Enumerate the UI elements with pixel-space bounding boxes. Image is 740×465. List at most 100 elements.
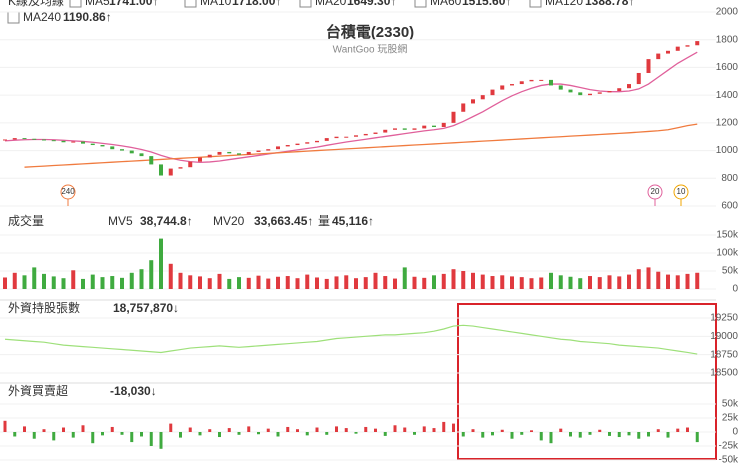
volume-bar [266, 278, 271, 289]
volume-title: 成交量 [8, 213, 44, 228]
candle [393, 128, 397, 130]
y-tick-label: 18750 [710, 349, 738, 360]
candle [120, 149, 124, 151]
y-tick-label: -25k [719, 441, 739, 452]
candle [558, 85, 563, 90]
volume-bar [139, 269, 144, 289]
volume-bar [461, 271, 466, 289]
y-tick-label: 1800 [716, 34, 739, 45]
candle [432, 125, 436, 128]
marker-label: 240 [61, 187, 75, 196]
candle [461, 103, 466, 112]
y-tick-label: 19000 [710, 331, 738, 342]
volume-legend-name: MV5 [108, 214, 133, 228]
volume-bar [315, 277, 319, 289]
candle [315, 140, 319, 143]
volume-bar [578, 278, 583, 289]
volume-bar [500, 275, 505, 289]
candle [617, 88, 622, 91]
ma-line [4, 51, 698, 164]
candle [412, 128, 417, 130]
legend-value: 1718.00↑ [232, 0, 281, 8]
candle [149, 156, 154, 165]
legend-name: MA20 [315, 0, 347, 8]
netbuy-bar [627, 432, 631, 436]
volume-bar [246, 277, 251, 289]
candle [188, 161, 193, 168]
volume-bar [519, 277, 524, 289]
y-tick-label: 18500 [710, 368, 738, 379]
y-tick-label: 50k [722, 266, 739, 277]
volume-bar [334, 276, 339, 289]
netbuy-bar [286, 426, 290, 432]
checkbox[interactable] [69, 0, 82, 8]
volume-bar [178, 272, 183, 289]
candle [168, 168, 173, 176]
netbuy-bar [354, 432, 358, 434]
netbuy-bar [578, 432, 582, 438]
volume-bar [529, 278, 534, 289]
candle [22, 138, 27, 140]
legend-value: 1515.60↑ [462, 0, 511, 8]
volume-bar [168, 263, 173, 289]
volume-bar [51, 276, 56, 289]
netbuy-bar [539, 432, 543, 441]
candle [3, 139, 7, 141]
candle [500, 85, 505, 90]
volume-bar [237, 277, 241, 289]
netbuy-bar [413, 432, 416, 435]
candle [510, 84, 514, 86]
candle [334, 136, 339, 139]
marker [60, 184, 76, 200]
marker [647, 184, 663, 200]
volume-bar [412, 276, 417, 289]
volume-bar [276, 276, 280, 289]
netbuy-bar [325, 432, 329, 435]
netbuy-latest: -18,030↓ [110, 384, 157, 398]
legend-value: 1741.00↑ [109, 0, 158, 8]
checkbox[interactable] [299, 0, 312, 8]
checkbox[interactable] [184, 0, 197, 8]
candle [675, 46, 680, 51]
volume-bar [432, 275, 436, 289]
y-tick-label: 1400 [716, 90, 739, 101]
netbuy-bar [452, 423, 455, 432]
candle [42, 139, 46, 141]
checkbox[interactable] [414, 0, 427, 8]
candle [480, 95, 485, 100]
netbuy-bar [198, 432, 202, 436]
candle [354, 135, 358, 137]
netbuy-bar [257, 432, 260, 435]
netbuy-bar [461, 432, 465, 437]
volume-bar [110, 276, 115, 289]
volume-bar [256, 275, 261, 289]
volume-bar [71, 270, 76, 289]
candle [12, 138, 17, 140]
netbuy-bar [471, 429, 475, 432]
checkbox[interactable] [7, 11, 20, 24]
netbuy-bar [120, 432, 124, 435]
volume-legend-value: 38,744.8↑ [140, 214, 193, 228]
netbuy-bar [91, 432, 95, 444]
volume-bar [22, 275, 27, 289]
netbuy-bar [101, 432, 104, 436]
netbuy-bar [617, 432, 621, 438]
legend-value: 1388.78↑ [585, 0, 634, 8]
volume-bar [188, 275, 193, 289]
netbuy-bar [344, 428, 348, 432]
candle [597, 92, 602, 94]
candle [529, 79, 534, 82]
checkbox[interactable] [529, 0, 542, 8]
marker [673, 184, 689, 200]
volume-legend-name: 量 [318, 214, 330, 228]
volume-bar [636, 269, 641, 289]
y-tick-label: 150k [716, 230, 739, 241]
candle [441, 122, 446, 128]
netbuy-bar [598, 429, 602, 432]
netbuy-bar [130, 432, 134, 443]
volume-bar [354, 278, 358, 289]
y-tick-label: 800 [721, 173, 738, 184]
candle [139, 153, 144, 157]
netbuy-bar [549, 432, 553, 444]
